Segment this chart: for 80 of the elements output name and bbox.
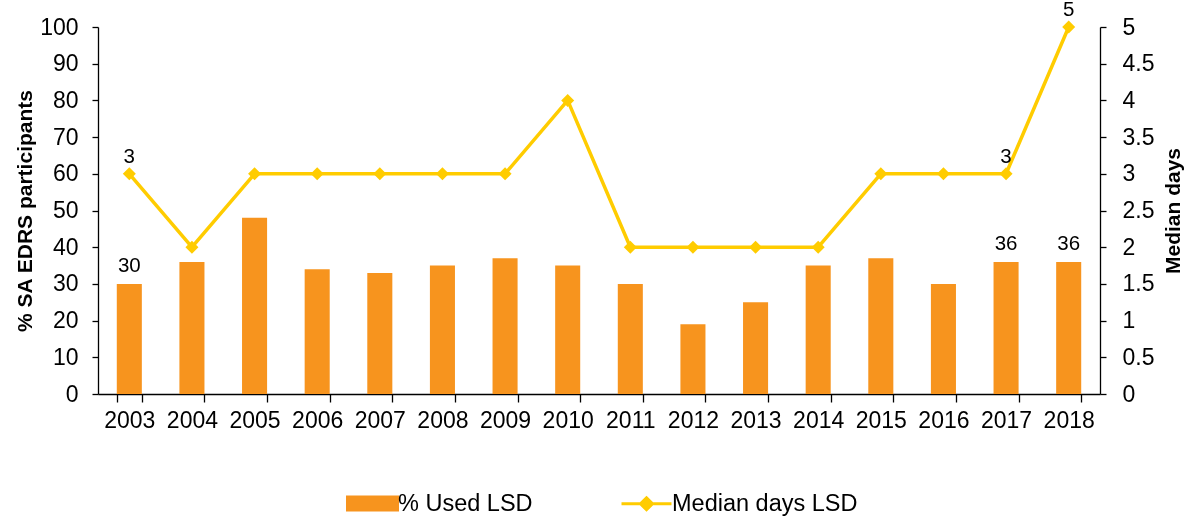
bar (1056, 261, 1082, 394)
x-tick-label: 2004 (166, 406, 219, 433)
point (999, 167, 1013, 181)
x-tick-label: 2018 (1043, 406, 1095, 433)
y-tick-label: 30 (52, 270, 79, 297)
legend-label: Median days LSD (672, 489, 858, 516)
point (749, 240, 763, 254)
bar (367, 272, 393, 394)
y2-tick-label: 3 (1122, 160, 1136, 187)
data-label: 3 (1000, 143, 1012, 167)
y-tick-label: 80 (52, 86, 79, 113)
data-label: 30 (117, 252, 141, 276)
point (248, 167, 262, 181)
x-tick-label: 2016 (918, 406, 970, 433)
point (936, 167, 950, 181)
y2-tick-label: 0 (1122, 380, 1136, 407)
data-label: 5 (1062, 0, 1075, 20)
y-tick-label: 60 (52, 160, 79, 187)
point (623, 240, 637, 254)
point (686, 240, 700, 254)
bar (743, 302, 769, 394)
data-label: 36 (1057, 230, 1081, 254)
y-tick-label: 0 (65, 380, 79, 407)
bar (680, 324, 706, 394)
point (373, 167, 387, 181)
x-tick-label: 2008 (417, 406, 469, 433)
y2-tick-label: 0.5 (1122, 343, 1155, 370)
y2-tick-label: 2 (1122, 233, 1136, 260)
y2-tick-label: 3.5 (1122, 123, 1155, 150)
y2-tick-label: 5 (1122, 13, 1136, 40)
legend-label: % Used LSD (398, 489, 533, 516)
y2-tick-label: 1.5 (1122, 270, 1155, 297)
point (498, 167, 512, 181)
x-tick-label: 2009 (479, 406, 532, 433)
x-tick-label: 2017 (980, 406, 1033, 433)
y2-axis-title: Median days (1161, 147, 1185, 275)
x-tick-label: 2003 (104, 406, 156, 433)
y-tick-label: 50 (52, 197, 79, 223)
x-tick-label: 2005 (229, 406, 281, 433)
y-tick-label: 70 (52, 123, 79, 150)
bar (555, 265, 581, 394)
point (561, 93, 575, 107)
x-tick-label: 2011 (606, 406, 656, 433)
bar (617, 283, 643, 394)
point (1062, 20, 1076, 34)
point (811, 240, 825, 254)
point (435, 167, 449, 181)
bar (993, 261, 1019, 394)
y2-tick-label: 1 (1122, 307, 1136, 334)
point (874, 167, 888, 181)
y-tick-label: 100 (40, 13, 79, 40)
x-tick-label: 2013 (730, 406, 782, 433)
bar (805, 265, 831, 394)
bar (492, 258, 518, 394)
bar (868, 258, 894, 394)
bar (930, 283, 956, 394)
point (185, 240, 199, 254)
x-tick-label: 2006 (292, 406, 344, 433)
y-tick-label: 90 (52, 50, 79, 77)
bar (179, 261, 205, 394)
x-tick-label: 2015 (855, 406, 907, 433)
bar (116, 283, 142, 394)
x-tick-label: 2014 (793, 406, 845, 433)
y-tick-label: 40 (52, 233, 79, 260)
bar (429, 265, 455, 394)
x-tick-label: 2007 (354, 406, 406, 433)
bar (304, 269, 330, 394)
y-axis-title: % SA EDRS participants (13, 90, 37, 332)
point (310, 167, 324, 181)
y-tick-label: 10 (52, 343, 79, 370)
y2-tick-label: 4 (1122, 86, 1136, 113)
y2-tick-label: 4.5 (1122, 50, 1155, 77)
y-tick-label: 20 (52, 307, 79, 334)
x-tick-label: 2010 (542, 406, 594, 433)
data-label: 3 (123, 143, 136, 167)
point (122, 167, 136, 181)
data-label: 36 (994, 230, 1018, 254)
bar (242, 217, 268, 394)
y2-tick-label: 2.5 (1122, 197, 1155, 223)
x-tick-label: 2012 (667, 406, 720, 433)
